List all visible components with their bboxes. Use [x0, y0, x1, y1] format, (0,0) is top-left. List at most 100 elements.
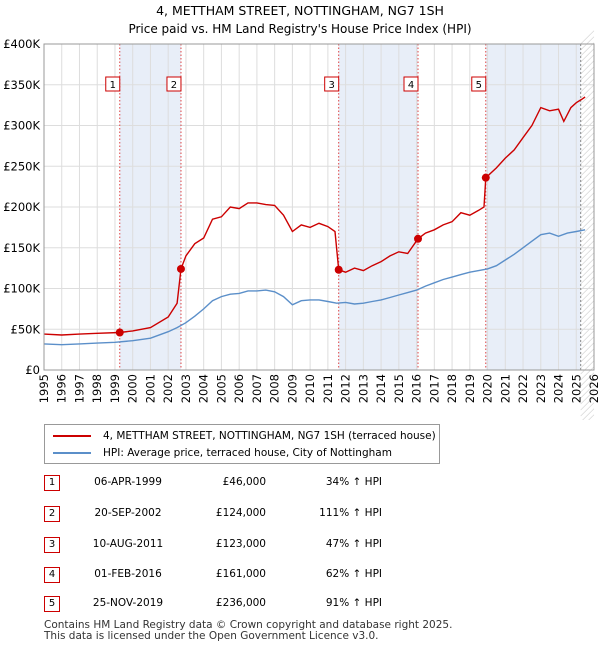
y-tick-label: £400K — [3, 37, 40, 51]
legend-label-hpi: HPI: Average price, terraced house, City… — [103, 447, 392, 459]
future-hatch-line — [580, 336, 595, 351]
sale-label-box — [324, 76, 340, 92]
future-hatch-line — [580, 138, 595, 153]
future-hatch-line — [580, 396, 595, 411]
future-hatch-line — [580, 234, 595, 249]
future-hatch-line — [580, 384, 595, 399]
future-hatch-line — [580, 222, 595, 237]
x-tick-label: 2026 — [587, 374, 600, 403]
y-tick-label: £0 — [25, 363, 40, 377]
transaction-hpi-change: 34% ↑ HPI — [325, 476, 382, 488]
x-tick-label: 2004 — [197, 374, 211, 403]
future-hatch-line — [580, 342, 595, 357]
x-tick-label: 2022 — [516, 374, 530, 403]
future-hatch-line — [580, 156, 595, 171]
transaction-date: 10-AUG-2011 — [92, 538, 164, 550]
x-tick-label: 2016 — [410, 374, 424, 403]
x-tick-label: 2011 — [321, 374, 335, 403]
transaction-number-badge: 5 — [44, 596, 60, 612]
future-hatch-line — [580, 108, 595, 123]
price-chart: 4, METTHAM STREET, NOTTINGHAM, NG7 1SH Pr… — [3, 3, 600, 420]
y-tick-label: £50K — [11, 322, 41, 336]
x-tick-label: 2007 — [250, 374, 264, 403]
future-hatch-line — [580, 186, 595, 201]
y-tick-label: £100K — [3, 282, 40, 296]
legend-line-red — [53, 435, 91, 437]
sale-point — [414, 234, 422, 243]
x-tick-label: 1999 — [108, 374, 122, 403]
future-hatch-line — [580, 390, 595, 405]
future-hatch-line — [580, 84, 595, 99]
future-hatch-line — [580, 42, 595, 57]
future-hatch-line — [580, 306, 595, 321]
transaction-hpi-change: 62% ↑ HPI — [325, 568, 382, 580]
future-hatch-line — [580, 192, 595, 207]
x-tick-label: 2014 — [374, 374, 388, 403]
transaction-hpi-change: 47% ↑ HPI — [325, 538, 382, 550]
x-tick-label: 1998 — [90, 374, 104, 403]
sale-label-number: 1 — [110, 80, 116, 91]
future-hatch-line — [580, 96, 595, 111]
future-hatch-line — [580, 270, 595, 285]
future-hatch-line — [580, 66, 595, 81]
future-hatch-line — [580, 294, 595, 309]
transaction-date: 25-NOV-2019 — [92, 597, 164, 609]
future-hatch-line — [580, 366, 595, 381]
footer-attribution: Contains HM Land Registry data © Crown c… — [44, 620, 452, 642]
footer-licence: This data is licensed under the Open Gov… — [44, 630, 379, 642]
sale-label-number: 4 — [408, 80, 414, 91]
transaction-price: £46,000 — [222, 476, 266, 488]
future-hatch-line — [580, 252, 595, 267]
transaction-row: 3 10-AUG-2011 £123,000 47% ↑ HPI — [44, 537, 424, 553]
chart-title: 4, METTHAM STREET, NOTTINGHAM, NG7 1SH — [156, 3, 444, 18]
x-tick-label: 2020 — [481, 374, 495, 403]
sale-point — [481, 173, 490, 182]
footer-copyright: Contains HM Land Registry data © Crown c… — [44, 619, 453, 631]
x-tick-label: 2025 — [569, 374, 583, 403]
x-tick-label: 2018 — [445, 374, 459, 403]
future-hatch-line — [580, 174, 595, 189]
transaction-number-badge: 4 — [44, 567, 60, 583]
sale-label-number: 5 — [476, 80, 482, 91]
y-tick-label: £350K — [3, 78, 40, 92]
future-hatch-line — [580, 150, 595, 165]
future-hatch-line — [580, 180, 595, 195]
chart-legend: 4, METTHAM STREET, NOTTINGHAM, NG7 1SH (… — [44, 424, 440, 464]
transaction-date: 20-SEP-2002 — [94, 507, 162, 519]
transaction-price: £123,000 — [215, 538, 266, 550]
future-hatch-line — [580, 132, 595, 147]
future-hatch-line — [580, 102, 595, 117]
future-hatch-line — [580, 372, 595, 387]
future-hatch-line — [580, 54, 595, 69]
plot-frame — [43, 43, 595, 371]
legend-label-property: 4, METTHAM STREET, NOTTINGHAM, NG7 1SH (… — [103, 430, 436, 442]
future-hatch-line — [580, 72, 595, 87]
sale-point — [334, 265, 343, 274]
future-hatch-line — [580, 30, 595, 45]
future-hatch-line — [580, 288, 595, 303]
sale-label-box — [403, 76, 419, 92]
transaction-price: £161,000 — [215, 568, 266, 580]
future-hatch-line — [580, 348, 595, 363]
transaction-hpi-change: 91% ↑ HPI — [325, 597, 382, 609]
y-tick-label: £200K — [3, 200, 40, 214]
x-tick-label: 2017 — [427, 374, 441, 403]
sale-label-box — [105, 76, 121, 92]
x-tick-label: 2012 — [339, 374, 353, 403]
future-hatch-line — [580, 48, 595, 63]
future-hatch-line — [580, 402, 595, 417]
future-hatch-line — [580, 198, 595, 213]
future-hatch-line — [580, 330, 595, 345]
future-hatch-line — [580, 300, 595, 315]
future-hatch-line — [580, 264, 595, 279]
x-tick-label: 2019 — [463, 374, 477, 403]
future-hatch-line — [580, 36, 595, 51]
x-tick-label: 2000 — [126, 374, 140, 403]
future-hatch-line — [580, 324, 595, 339]
future-hatch-line — [580, 312, 595, 327]
future-hatch-line — [580, 210, 595, 225]
x-tick-label: 2005 — [214, 374, 228, 403]
future-hatch-line — [580, 120, 595, 135]
sale-point — [115, 328, 124, 337]
sale-label-box — [471, 76, 487, 92]
